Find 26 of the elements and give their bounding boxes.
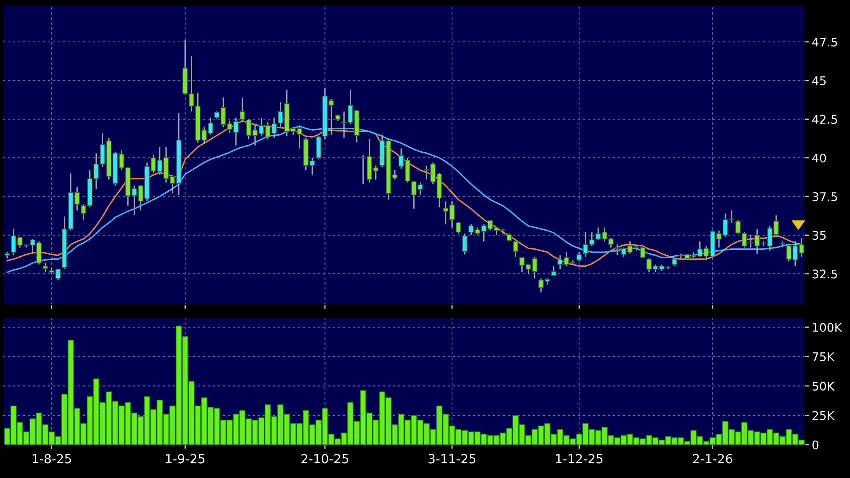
x-tick-label: 1-12-25 (556, 454, 603, 464)
y-tick-label: 25K (812, 411, 835, 420)
y-tick-label: 35 (812, 231, 826, 240)
y-tick-label: 100K (813, 323, 842, 332)
candlestick (462, 233, 468, 256)
y-tick-label: 32.5 (812, 270, 838, 279)
candlestick (576, 252, 582, 262)
x-tick-label: 2-1-26 (693, 454, 732, 464)
candlestick (240, 97, 246, 122)
y-tick-label: 75K (812, 352, 835, 362)
x-tick-label: 1-8-25 (32, 454, 72, 464)
x-tick-label: 3-11-25 (428, 454, 476, 464)
x-tick-label: 1-9-25 (166, 454, 205, 464)
x-tick-label: 2-10-25 (302, 454, 348, 464)
y-tick-label: 37.5 (812, 192, 838, 202)
candlestick (316, 136, 322, 160)
candlestick (513, 239, 518, 258)
y-tick-label: 42.5 (812, 115, 838, 124)
candlestick (551, 266, 557, 276)
y-tick-label: 45 (812, 76, 826, 86)
candlestick (736, 219, 741, 234)
y-tick-label: 47.5 (812, 38, 838, 47)
candlestick (42, 262, 48, 274)
y-tick-label: 40 (812, 154, 826, 163)
y-tick-label: 0 (812, 440, 819, 450)
y-tick-label: 50K (812, 382, 835, 391)
